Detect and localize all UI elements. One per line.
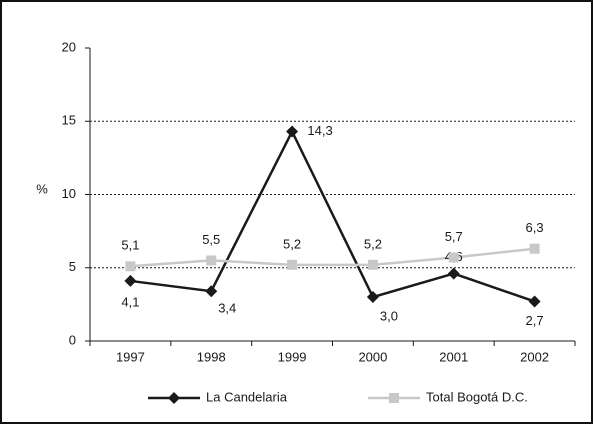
data-label: 6,3 [526,220,544,235]
marker [286,125,299,138]
marker [206,255,217,266]
x-tick-label: 2000 [358,349,387,364]
marker [367,259,378,270]
line [130,128,535,303]
data-label: 3,4 [218,301,236,316]
marker [124,274,137,287]
y-tick-label: 0 [69,332,76,347]
marker [447,267,460,280]
legend-marker [389,393,399,403]
marker [125,261,136,272]
data-label: 5,2 [283,236,301,251]
legend-label: Total Bogotá D.C. [426,389,528,404]
y-tick-label: 5 [69,259,76,274]
y-tick-label: 10 [62,186,76,201]
data-label: 2,7 [526,313,544,328]
legend-marker [168,392,180,404]
x-tick-label: 1998 [197,349,226,364]
y-tick-label: 20 [62,39,76,54]
marker [366,291,379,304]
legend-label: La Candelaria [206,389,288,404]
x-tick-label: 2001 [439,349,468,364]
data-label: 5,7 [445,229,463,244]
data-label: 3,0 [380,308,398,323]
y-tick-label: 15 [62,113,76,128]
data-label: 5,1 [121,238,139,253]
data-label: 5,5 [202,232,220,247]
marker [448,252,459,263]
marker [205,285,218,298]
x-tick-label: 1999 [278,349,307,364]
data-label: 14,3 [307,123,332,138]
line [130,247,535,268]
marker [528,295,541,308]
y-axis-label: % [36,181,48,196]
data-label: 5,2 [364,236,382,251]
data-label: 4,1 [121,294,139,309]
marker [529,243,540,254]
x-tick-label: 1997 [116,349,145,364]
marker [287,259,298,270]
x-tick-label: 2002 [520,349,549,364]
